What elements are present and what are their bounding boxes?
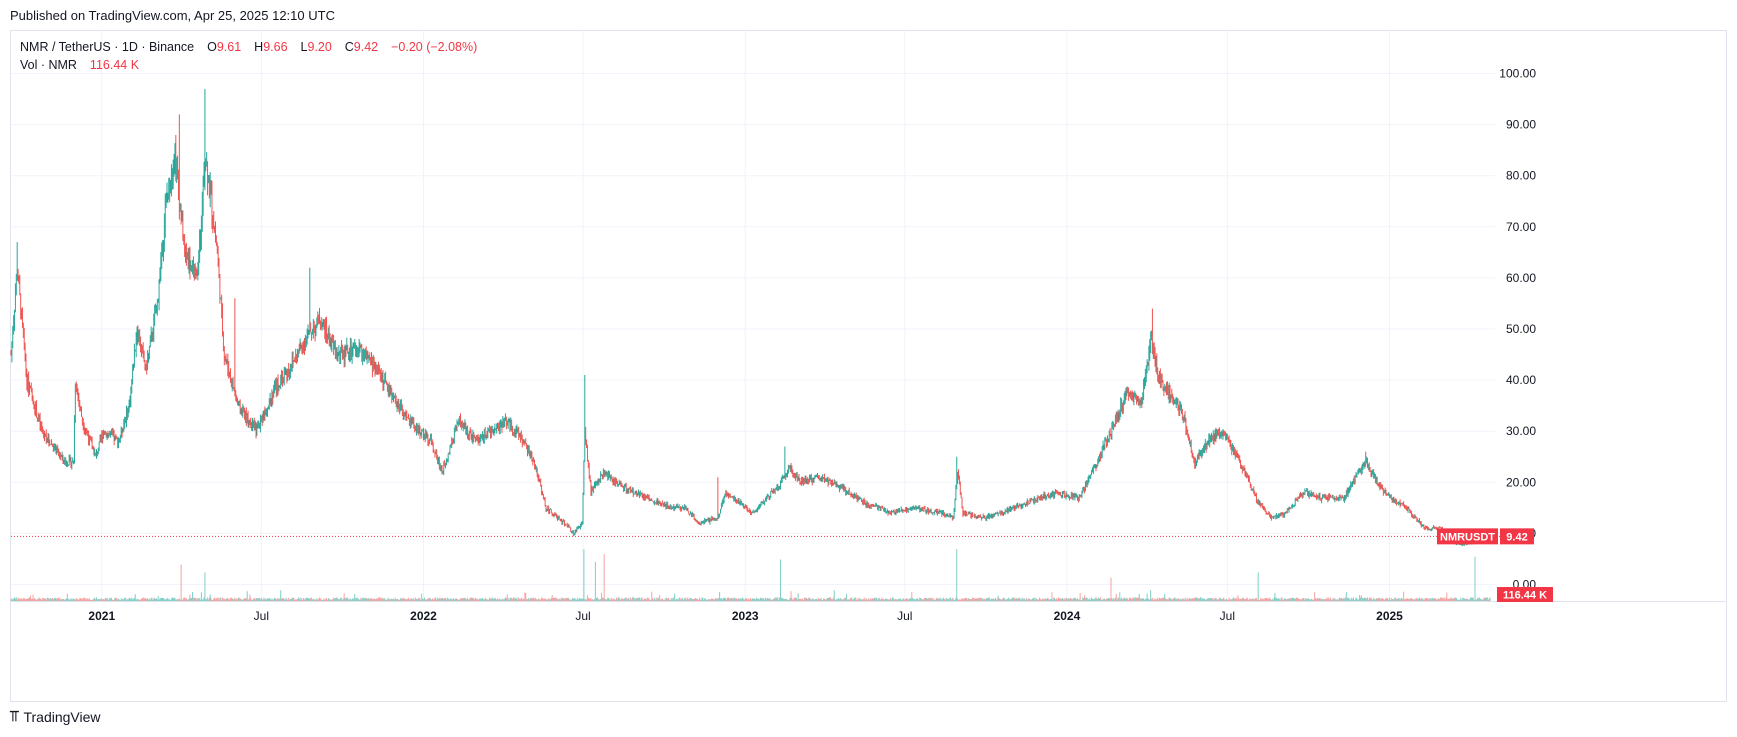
low-label: L [300, 40, 308, 54]
price-tag-value: 9.42 [1506, 531, 1527, 543]
y-tick-label: 70.00 [1506, 220, 1536, 234]
volume-tag-value: 116.44 K [1503, 590, 1547, 602]
x-tick-label: 2021 [88, 609, 115, 623]
open-label: O [207, 40, 217, 54]
tradingview-logo-icon: ⫪ [10, 708, 19, 725]
footer-brand: TradingView [23, 708, 101, 725]
x-tick-label: Jul [575, 609, 590, 623]
price-tag: NMRUSDT 9.42 [1437, 528, 1534, 545]
x-tick-label: 2023 [732, 609, 759, 623]
close-label: C [344, 40, 354, 54]
volume-value: 116.44 K [89, 58, 140, 72]
price-tag-symbol: NMRUSDT [1440, 531, 1495, 543]
chart-frame[interactable] [10, 30, 1727, 702]
high-value: 9.66 [263, 40, 288, 54]
close-value: 9.42 [353, 40, 379, 54]
high-label: H [254, 40, 264, 54]
volume-row: Vol · NMR 116.44 K [20, 56, 477, 74]
x-tick-label: 2024 [1054, 609, 1081, 623]
y-tick-label: 40.00 [1506, 373, 1536, 387]
y-tick-label: 20.00 [1506, 475, 1536, 489]
volume-label[interactable]: Vol · NMR [20, 58, 77, 72]
low-value: 9.20 [307, 40, 332, 54]
y-tick-label: 80.00 [1506, 169, 1536, 183]
chart-legend: NMR / TetherUS · 1D · Binance O9.61 H9.6… [20, 38, 477, 74]
footer[interactable]: ⫪ TradingView [10, 708, 101, 725]
price-tag-bg [1500, 528, 1534, 545]
published-note: Published on TradingView.com, Apr 25, 20… [10, 8, 335, 23]
volume-bars [10, 549, 1491, 601]
x-tick-label: Jul [897, 609, 912, 623]
candles [10, 88, 1491, 547]
y-tick-label: 90.00 [1506, 118, 1536, 132]
x-tick-label: Jul [254, 609, 269, 623]
ohlc-row: NMR / TetherUS · 1D · Binance O9.61 H9.6… [20, 38, 477, 56]
y-tick-label: 50.00 [1506, 322, 1536, 336]
open-value: 9.61 [216, 40, 242, 54]
volume-tag-bg [1497, 587, 1553, 602]
change-value: −0.20 (−2.08%) [391, 40, 478, 54]
symbol-tag-bg [1437, 528, 1498, 545]
y-tick-label: 60.00 [1506, 271, 1536, 285]
y-tick-label: 100.00 [1499, 67, 1536, 81]
x-tick-label: 2022 [410, 609, 437, 623]
y-tick-label: 30.00 [1506, 424, 1536, 438]
x-tick-label: 2025 [1376, 609, 1403, 623]
x-tick-label: Jul [1220, 609, 1235, 623]
symbol-label[interactable]: NMR / TetherUS · 1D · Binance [20, 40, 195, 54]
